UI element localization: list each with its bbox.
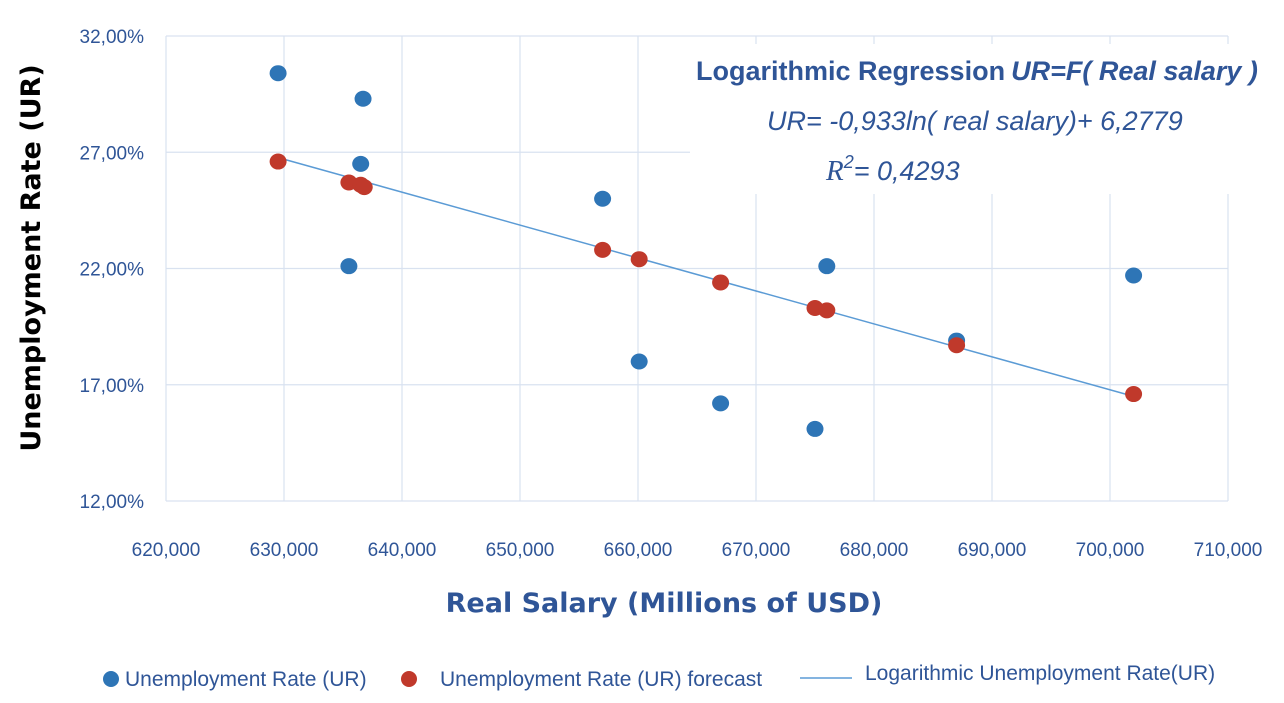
ur-data-point	[340, 258, 358, 275]
logarithmic-trendline	[283, 158, 1134, 398]
legend-label-trendline: Logarithmic Unemployment Rate(UR)	[865, 662, 1215, 685]
ur-data-point	[1125, 267, 1143, 284]
r-squared-value: = 0,4293	[854, 156, 960, 186]
regression-equation: UR= -0,933ln( real salary)+ 6,2779	[767, 106, 1183, 136]
legend: Unemployment Rate (UR) Unemployment Rate…	[103, 662, 1215, 691]
x-tick-label: 700,000	[1076, 540, 1145, 561]
legend-marker-ur	[103, 671, 119, 687]
svg-text:R2= 0,4293: R2= 0,4293	[825, 152, 960, 187]
y-tick-label: 17,00%	[80, 376, 145, 397]
r-squared-symbol: R	[825, 155, 844, 187]
forecast-data-point	[594, 241, 612, 258]
forecast-data-point	[948, 337, 966, 354]
forecast-data-point	[1125, 386, 1143, 403]
r-squared-superscript: 2	[843, 152, 854, 172]
forecast-data-point	[269, 153, 287, 170]
trendline-group	[283, 158, 1134, 398]
data-points	[269, 65, 1143, 437]
x-tick-label: 660,000	[604, 540, 673, 561]
ur-data-point	[630, 353, 648, 370]
x-tick-label: 680,000	[840, 540, 909, 561]
x-tick-label: 690,000	[958, 540, 1027, 561]
x-tick-label: 670,000	[722, 540, 791, 561]
forecast-data-point	[818, 302, 836, 319]
x-axis-title: Real Salary (Millions of USD)	[446, 588, 883, 619]
ur-data-point	[354, 90, 372, 107]
ur-data-point	[269, 65, 287, 82]
annotation-title-formula: UR=F( Real salary )	[1011, 56, 1258, 86]
x-tick-label: 620,000	[132, 540, 201, 561]
ur-data-point	[806, 420, 824, 437]
legend-marker-forecast	[401, 671, 417, 687]
forecast-data-point	[712, 274, 730, 291]
legend-label-ur: Unemployment Rate (UR)	[125, 668, 367, 691]
ur-data-point	[818, 258, 836, 275]
y-axis-title: Unemployment Rate (UR)	[16, 64, 47, 451]
x-tick-label: 650,000	[486, 540, 555, 561]
x-tick-labels: 620,000 630,000 640,000 650,000 660,000 670,0…	[132, 540, 1263, 561]
y-tick-label: 27,00%	[80, 143, 145, 164]
annotation-title-prefix: Logarithmic Regression	[696, 56, 1005, 86]
forecast-data-point	[630, 251, 648, 268]
annotation-background	[690, 44, 1280, 194]
x-tick-label: 710,000	[1194, 540, 1263, 561]
ur-data-point	[352, 155, 370, 172]
x-tick-label: 640,000	[368, 540, 437, 561]
ur-data-point	[712, 395, 730, 412]
y-tick-label: 22,00%	[80, 260, 145, 281]
regression-annotation: Logarithmic Regression UR=F( Real salary …	[690, 44, 1280, 194]
legend-label-forecast: Unemployment Rate (UR) forecast	[440, 668, 762, 691]
forecast-data-point	[355, 179, 373, 196]
y-tick-label: 12,00%	[80, 492, 145, 513]
y-tick-labels: 12,00% 17,00% 22,00% 27,00% 32,00%	[80, 27, 145, 513]
y-tick-label: 32,00%	[80, 27, 145, 48]
ur-data-point	[594, 190, 612, 207]
x-tick-label: 630,000	[250, 540, 319, 561]
